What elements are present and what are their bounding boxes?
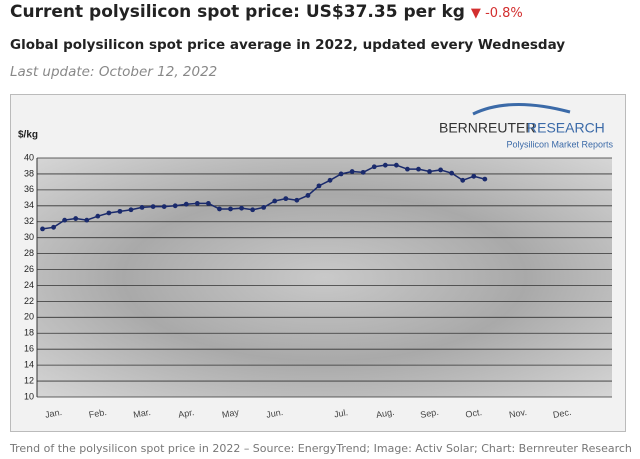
x-tick-label: Feb. xyxy=(88,407,107,420)
price-point xyxy=(128,207,134,213)
logo-tagline: Polysilicon Market Reports xyxy=(506,139,613,149)
plot-background xyxy=(37,158,612,397)
price-point xyxy=(117,208,123,214)
price-point xyxy=(316,183,322,189)
price-point xyxy=(217,206,222,212)
change-text: -0.8% xyxy=(485,6,523,21)
price-point xyxy=(84,217,90,223)
y-tick-label: 30 xyxy=(24,232,34,242)
price-point xyxy=(482,176,488,182)
price-point xyxy=(183,201,189,207)
y-tick-label: 26 xyxy=(24,264,34,274)
y-tick-label: 32 xyxy=(24,216,34,226)
y-tick-label: 20 xyxy=(24,312,34,322)
price-point xyxy=(327,177,333,183)
title-text: Current polysilicon spot price: US$37.35… xyxy=(10,2,465,22)
price-point xyxy=(62,217,68,223)
x-tick-label: Sep. xyxy=(419,407,439,420)
price-point xyxy=(338,171,344,177)
y-tick-label: 28 xyxy=(24,248,34,258)
price-point xyxy=(382,162,388,168)
x-tick-label: Jun. xyxy=(265,407,283,420)
price-point xyxy=(460,177,466,183)
x-tick-label: Jul. xyxy=(333,407,349,419)
price-point xyxy=(294,197,300,203)
chart: BERNREUTER RESEARCH Polysilicon Market R… xyxy=(10,94,626,432)
price-point xyxy=(106,210,112,216)
logo-name: BERNREUTER xyxy=(439,120,535,136)
page-title: Current polysilicon spot price: US$37.35… xyxy=(10,2,523,22)
price-point xyxy=(205,201,211,206)
price-point xyxy=(194,201,200,206)
price-point xyxy=(150,204,156,209)
price-point xyxy=(438,167,444,173)
price-point xyxy=(139,204,145,210)
price-point xyxy=(73,216,79,221)
price-point xyxy=(283,196,289,202)
y-tick-label: 40 xyxy=(24,152,34,162)
price-point xyxy=(51,224,56,230)
x-tick-label: Oct. xyxy=(465,407,483,420)
price-point xyxy=(371,164,377,170)
price-point xyxy=(427,169,432,174)
y-tick-label: 12 xyxy=(24,375,34,385)
price-point xyxy=(250,207,256,213)
price-point xyxy=(261,204,267,210)
x-tick-label: May xyxy=(221,407,240,420)
price-point xyxy=(161,204,167,209)
price-point xyxy=(40,226,45,232)
price-point xyxy=(416,166,421,172)
price-point xyxy=(360,169,366,175)
y-tick-label: 36 xyxy=(24,184,34,194)
price-point xyxy=(449,170,455,176)
x-tick-label: Apr. xyxy=(177,407,195,420)
y-tick-label: 38 xyxy=(24,168,34,178)
price-point xyxy=(405,166,410,172)
x-tick-label: Jan. xyxy=(44,407,62,420)
subtitle: Global polysilicon spot price average in… xyxy=(10,37,566,53)
last-update: Last update: October 12, 2022 xyxy=(10,64,218,80)
price-point xyxy=(305,193,311,198)
price-point xyxy=(95,213,101,219)
price-point xyxy=(228,206,233,212)
y-tick-label: 16 xyxy=(24,344,34,354)
y-axis-label: $/kg xyxy=(18,130,38,141)
price-change: ▼ -0.8% xyxy=(470,6,523,21)
logo-name2: RESEARCH xyxy=(527,120,605,136)
y-tick-label: 14 xyxy=(24,360,34,370)
y-tick-label: 10 xyxy=(24,391,34,401)
x-tick-label: Aug. xyxy=(375,407,395,420)
y-tick-label: 18 xyxy=(24,328,34,338)
x-tick-label: Nov. xyxy=(508,407,527,420)
caption: Trend of the polysilicon spot price in 2… xyxy=(10,442,632,455)
logo-swoosh xyxy=(472,102,571,116)
price-point xyxy=(349,169,355,174)
y-tick-label: 24 xyxy=(24,280,34,290)
price-point xyxy=(471,173,477,179)
price-point xyxy=(272,198,278,204)
price-point xyxy=(239,205,244,211)
x-tick-label: Dec. xyxy=(552,407,572,420)
x-tick-label: Mar. xyxy=(132,407,151,420)
y-tick-label: 34 xyxy=(24,200,34,210)
price-point xyxy=(393,162,399,168)
price-point xyxy=(172,203,178,209)
y-tick-label: 22 xyxy=(24,296,34,306)
